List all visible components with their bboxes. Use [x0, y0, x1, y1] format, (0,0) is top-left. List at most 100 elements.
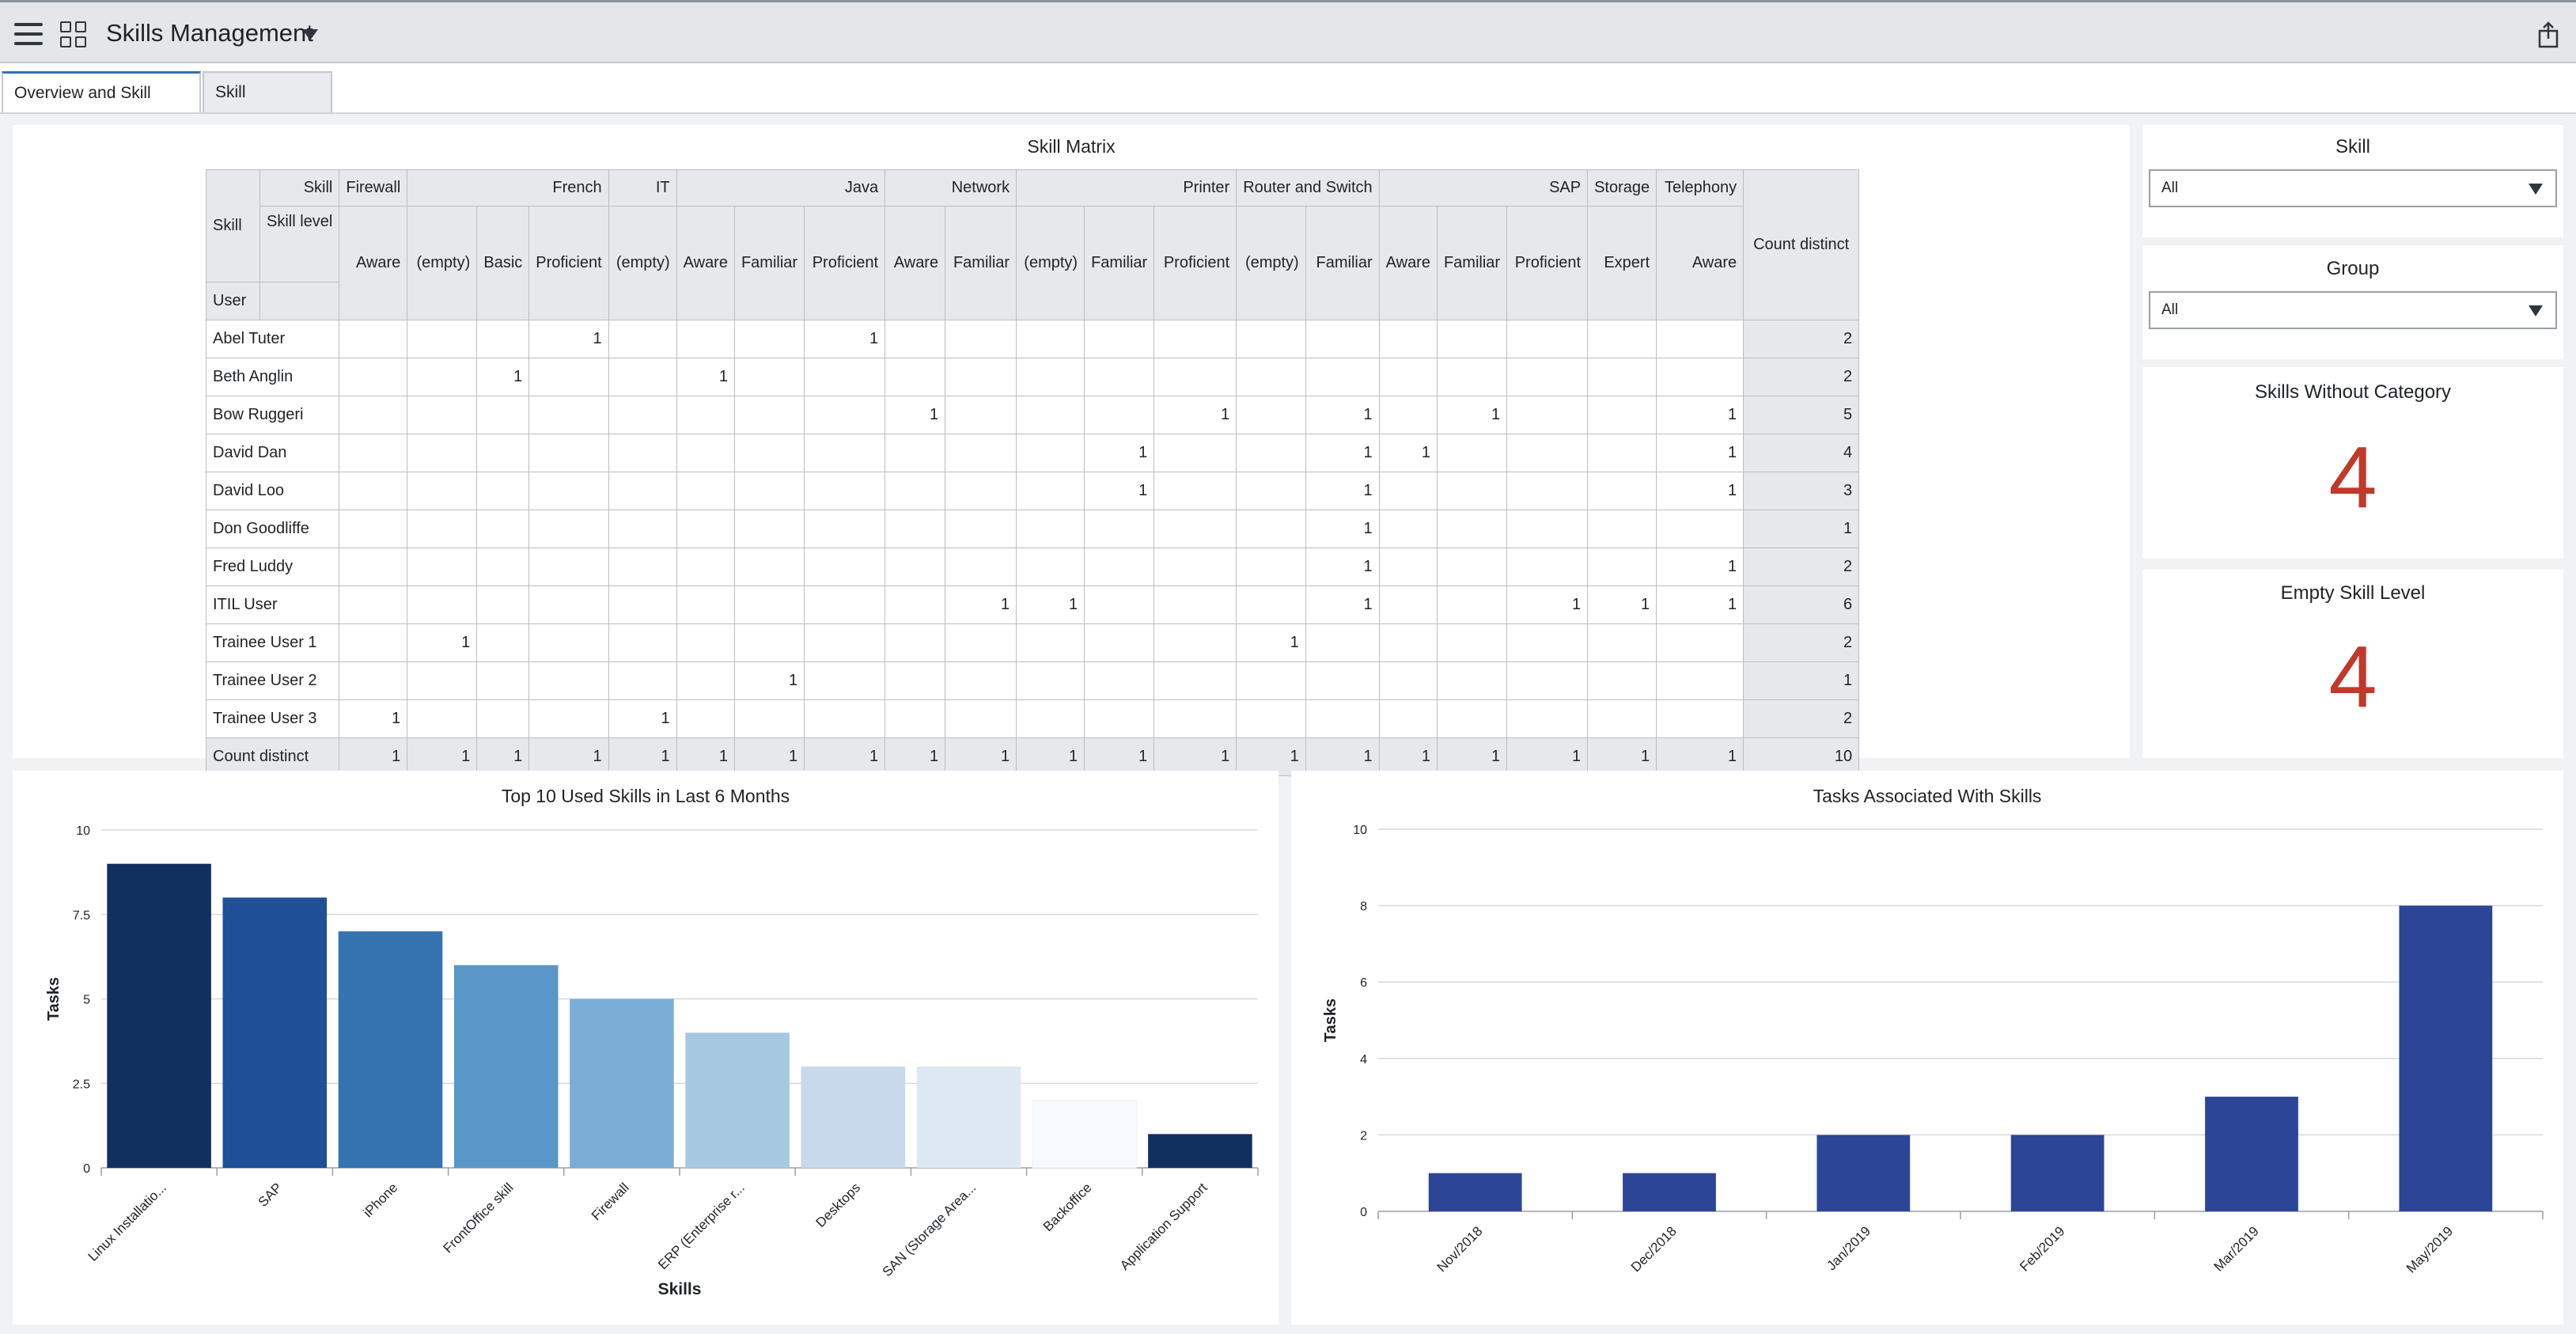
matrix-cell[interactable]: 1 — [1305, 586, 1380, 624]
matrix-cell[interactable]: 1 — [1378, 737, 1438, 776]
matrix-cell[interactable]: 1 — [476, 358, 530, 396]
y-tick-label: 6 — [1360, 976, 1367, 990]
matrix-cell[interactable]: 1 — [528, 737, 609, 776]
bar[interactable] — [338, 931, 443, 1168]
empty-skill-level-score[interactable]: Empty Skill Level 4 — [2142, 570, 2563, 758]
matrix-cell — [1016, 661, 1085, 700]
user-name-cell[interactable]: Trainee User 1 — [205, 623, 340, 662]
matrix-cell[interactable]: 1 — [733, 661, 805, 700]
matrix-cell[interactable]: 1 — [676, 737, 735, 776]
bar[interactable] — [1623, 1173, 1716, 1211]
x-tick-label: May/2019 — [2404, 1223, 2456, 1275]
bar[interactable] — [570, 999, 674, 1169]
user-name-cell[interactable]: Don Goodliffe — [205, 510, 340, 548]
bar[interactable] — [2010, 1135, 2104, 1211]
bar[interactable] — [222, 897, 328, 1168]
matrix-cell[interactable]: 1 — [1506, 586, 1589, 624]
matrix-cell[interactable]: 1 — [608, 737, 677, 776]
count-distinct-cell: 3 — [1743, 472, 1860, 510]
bar[interactable] — [2205, 1097, 2298, 1211]
matrix-cell — [1154, 699, 1237, 738]
matrix-cell[interactable]: 1 — [1305, 548, 1380, 586]
matrix-cell[interactable]: 1 — [1656, 472, 1744, 510]
bar[interactable] — [1032, 1100, 1137, 1169]
user-name-cell[interactable]: Bow Ruggeri — [205, 396, 340, 434]
bar[interactable] — [1816, 1135, 1911, 1211]
matrix-cell[interactable]: 1 — [1656, 434, 1744, 472]
matrix-cell[interactable]: 1 — [339, 699, 408, 738]
group-filter-select[interactable]: All — [2149, 291, 2557, 329]
matrix-cell[interactable]: 1 — [1656, 737, 1744, 776]
bar[interactable] — [453, 964, 559, 1168]
bar[interactable] — [916, 1066, 1021, 1168]
user-name-cell[interactable]: David Loo — [205, 472, 340, 510]
skill-filter-select[interactable]: All — [2149, 169, 2557, 207]
matrix-cell[interactable]: 1 — [1656, 586, 1744, 624]
matrix-cell[interactable]: 1 — [676, 358, 735, 396]
matrix-cell[interactable]: 1 — [885, 737, 946, 776]
matrix-cell[interactable]: 1 — [1084, 434, 1155, 472]
matrix-cell — [733, 586, 805, 624]
user-name-cell[interactable]: David Dan — [205, 434, 340, 472]
matrix-cell[interactable]: 1 — [339, 737, 408, 776]
matrix-cell[interactable]: 1 — [1378, 434, 1438, 472]
matrix-cell[interactable]: 1 — [1236, 737, 1306, 776]
matrix-cell[interactable]: 1 — [1656, 396, 1744, 434]
skills-without-category-score[interactable]: Skills Without Category 4 — [2142, 367, 2563, 559]
matrix-cell[interactable]: 1 — [1305, 472, 1380, 510]
tab-overview[interactable]: Overview and Skill Matrix — [2, 71, 201, 142]
matrix-cell[interactable]: 1 — [1305, 434, 1380, 472]
skill-filter-value: All — [2161, 180, 2179, 196]
bar[interactable] — [801, 1066, 906, 1168]
matrix-cell — [476, 623, 530, 662]
x-tick-label: Backoffice — [1040, 1180, 1095, 1234]
matrix-cell[interactable]: 1 — [407, 623, 478, 662]
user-name-cell[interactable]: Abel Tuter — [205, 320, 340, 358]
matrix-cell[interactable]: 1 — [1305, 396, 1380, 434]
x-tick-label: SAN (Storage Area... — [880, 1180, 979, 1279]
matrix-cell[interactable]: 1 — [1084, 737, 1155, 776]
tab-skill-taxonomy[interactable]: Skill Taxonomy — [203, 71, 332, 141]
matrix-cell[interactable]: 1 — [804, 320, 886, 358]
user-name-cell[interactable]: Trainee User 3 — [205, 699, 340, 738]
matrix-cell[interactable]: 1 — [945, 586, 1017, 624]
matrix-cell[interactable]: 1 — [1587, 737, 1657, 776]
matrix-cell — [1506, 358, 1589, 396]
matrix-cell[interactable]: 1 — [608, 699, 677, 738]
user-name-cell[interactable]: ITIL User — [205, 586, 340, 624]
skill-level-header: Familiar — [1084, 206, 1155, 320]
menu-icon[interactable] — [14, 23, 43, 45]
matrix-cell[interactable]: 1 — [1587, 586, 1657, 624]
skill-group-header: Firewall — [339, 169, 408, 207]
matrix-cell[interactable]: 1 — [1154, 737, 1237, 776]
matrix-cell[interactable]: 1 — [1506, 737, 1589, 776]
matrix-cell[interactable]: 1 — [1016, 586, 1085, 624]
matrix-cell[interactable]: 1 — [885, 396, 946, 434]
matrix-cell[interactable]: 1 — [1084, 472, 1155, 510]
share-icon[interactable] — [2538, 21, 2559, 48]
matrix-cell[interactable]: 1 — [1236, 623, 1306, 662]
matrix-cell[interactable]: 1 — [1305, 510, 1380, 548]
matrix-cell[interactable]: 1 — [1154, 396, 1237, 434]
dashboard-title[interactable]: Skills Management — [106, 19, 313, 47]
matrix-cell[interactable]: 1 — [1656, 548, 1744, 586]
bar[interactable] — [685, 1033, 790, 1168]
bar[interactable] — [1148, 1134, 1252, 1168]
bar[interactable] — [107, 863, 211, 1168]
matrix-cell[interactable]: 1 — [733, 737, 805, 776]
matrix-cell[interactable]: 1 — [528, 320, 609, 358]
matrix-cell[interactable]: 1 — [804, 737, 886, 776]
chevron-down-icon[interactable] — [302, 29, 318, 40]
user-name-cell[interactable]: Beth Anglin — [205, 358, 340, 396]
y-tick-label: 7.5 — [73, 909, 90, 923]
bar[interactable] — [2399, 905, 2493, 1211]
matrix-cell — [1587, 699, 1657, 738]
dashboard-grid-icon[interactable] — [60, 21, 87, 48]
count-distinct-cell: 2 — [1743, 699, 1860, 738]
user-name-cell[interactable]: Trainee User 2 — [205, 661, 340, 700]
bar[interactable] — [1428, 1173, 1522, 1211]
matrix-cell[interactable]: 1 — [1016, 737, 1085, 776]
user-name-cell[interactable]: Fred Luddy — [205, 548, 340, 586]
panel-title: Skill Matrix — [1027, 136, 1116, 157]
matrix-cell[interactable]: 1 — [1436, 396, 1508, 434]
